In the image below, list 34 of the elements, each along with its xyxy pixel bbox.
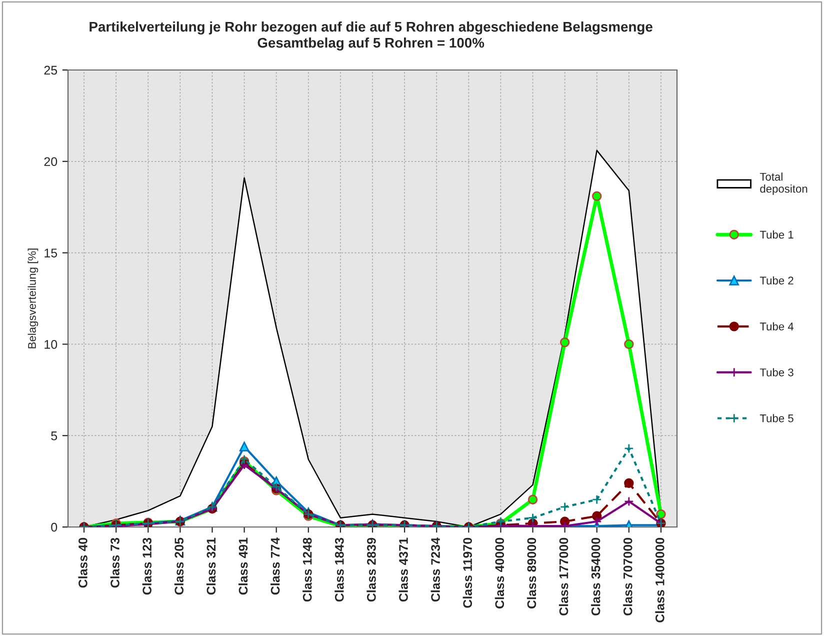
x-tick-label: Class 89000	[526, 538, 536, 608]
x-tick-label: Class 4371	[398, 538, 408, 602]
x-tick-label: Class 774	[270, 537, 280, 595]
y-tick-label: 15	[44, 248, 58, 258]
y-tick-label: 0	[51, 522, 58, 532]
x-tick-label: Class 707000	[623, 538, 632, 616]
x-tick-label: Class 205	[174, 538, 184, 595]
x-tick-label: Class 123	[142, 538, 152, 595]
x-tick-label: Class 1248	[302, 538, 312, 602]
y-tick-label: 25	[44, 66, 58, 75]
x-tick-label: Class 73	[110, 538, 120, 588]
x-tick-label: Class 491	[238, 538, 248, 595]
chart-subtitle: Gesamtbelag auf 5 Rohren = 100%	[258, 37, 484, 51]
legend-label: Tube 2	[760, 276, 794, 285]
x-tick-label: Class 177000	[558, 538, 568, 616]
x-tick-label: Class 40000	[494, 538, 504, 608]
x-tick-label: Class 321	[206, 538, 216, 595]
legend-label: Tube 1	[760, 230, 794, 239]
x-tick-label: Class 354000	[591, 538, 600, 616]
legend-label: Tube 5	[760, 414, 794, 422]
legend-label: Total depositon	[760, 172, 808, 195]
x-tick-label: Class 1843	[334, 538, 344, 602]
legend-label: Tube 3	[760, 368, 794, 376]
x-tick-label: Class 40	[78, 538, 88, 588]
y-tick-label: 5	[51, 432, 58, 440]
y-axis-title: Belagsverteilung [%]	[28, 248, 38, 348]
x-tick-label: Class 1400000	[655, 538, 664, 622]
x-tick-label: Class 2839	[366, 538, 376, 602]
x-tick-label: Class 11970	[462, 538, 472, 608]
legend-label: Tube 4	[760, 322, 794, 330]
x-tick-label: Class 7234	[430, 537, 440, 602]
chart-title: Partikelverteilung je Rohr bezogen auf die auf 5 Rohren abgeschiedene Belagsmenge	[90, 21, 652, 35]
y-tick-label: 10	[44, 340, 58, 349]
y-tick-label: 20	[44, 157, 58, 166]
